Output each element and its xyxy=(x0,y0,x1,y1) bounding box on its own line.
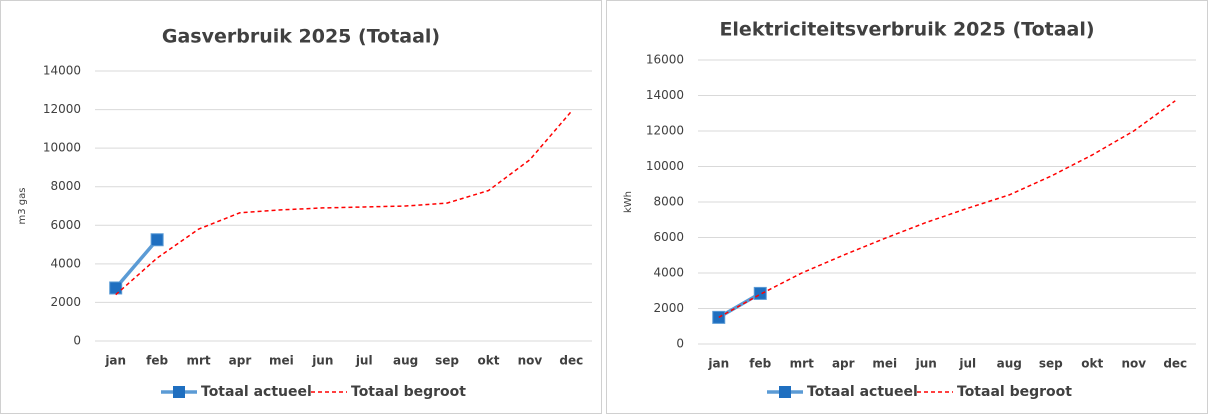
chart-title: Elektriciteitsverbruik 2025 (Totaal) xyxy=(719,19,1094,41)
legend-label: Totaal begroot xyxy=(957,384,1072,400)
x-tick-label: aug xyxy=(393,354,418,368)
y-tick-label: 12000 xyxy=(646,124,684,138)
x-tick-label: jul xyxy=(958,357,976,371)
x-tick-label: mrt xyxy=(186,354,210,368)
legend-label: Totaal begroot xyxy=(351,384,466,400)
x-tick-label: sep xyxy=(435,354,459,368)
x-tick-label: okt xyxy=(1081,357,1103,371)
x-tick-label: jun xyxy=(915,357,937,371)
series-line xyxy=(114,238,159,290)
y-tick-label: 4000 xyxy=(653,266,684,280)
marker xyxy=(753,286,767,300)
y-tick-label: 14000 xyxy=(646,88,684,102)
legend-marker xyxy=(779,386,791,398)
chart: Gasverbruik 2025 (Totaal) m3 gas 0 2000 4000… xyxy=(0,0,602,414)
x-tick-label: apr xyxy=(229,354,252,368)
legend: Totaal actueel Totaal begroot xyxy=(161,384,466,400)
y-axis-label: m3 gas xyxy=(17,188,28,225)
series-line xyxy=(718,100,1176,319)
y-tick-label: 8000 xyxy=(50,179,81,193)
x-tick-label: okt xyxy=(477,354,499,368)
y-tick-label: 8000 xyxy=(653,195,684,209)
chart: Elektriciteitsverbruik 2025 (Totaal) kWh 0… xyxy=(606,0,1208,414)
marker xyxy=(150,233,164,247)
x-tick-label: dec xyxy=(559,354,583,368)
legend: Totaal actueel Totaal begroot xyxy=(767,384,1072,400)
x-tick-label: jan xyxy=(707,357,729,371)
y-tick-label: 10000 xyxy=(43,141,81,155)
marker xyxy=(109,281,123,295)
legend-label: Totaal actueel xyxy=(201,384,312,400)
x-tick-label: nov xyxy=(1121,357,1146,371)
x-tick-label: jun xyxy=(311,354,333,368)
x-tick-label: jul xyxy=(355,354,373,368)
x-tick-label: jan xyxy=(104,354,126,368)
x-tick-label: dec xyxy=(1163,357,1187,371)
legend-label: Totaal actueel xyxy=(807,384,918,400)
x-tick-label: apr xyxy=(832,357,855,371)
y-tick-label: 0 xyxy=(676,337,684,351)
x-tick-label: nov xyxy=(518,354,543,368)
x-tick-label: sep xyxy=(1039,357,1063,371)
x-tick-label: mei xyxy=(269,354,294,368)
y-tick-label: 16000 xyxy=(646,53,684,67)
y-axis-label: kWh xyxy=(623,191,634,213)
y-tick-label: 2000 xyxy=(653,301,684,315)
chart-border xyxy=(0,0,602,414)
y-tick-label: 0 xyxy=(73,334,81,348)
x-tick-label: feb xyxy=(749,357,771,371)
legend-marker xyxy=(173,386,185,398)
chart-border xyxy=(606,0,1208,414)
x-tick-label: feb xyxy=(146,354,168,368)
x-tick-label: mrt xyxy=(790,357,814,371)
y-tick-label: 12000 xyxy=(43,102,81,116)
chart-title: Gasverbruik 2025 (Totaal) xyxy=(162,26,440,48)
series-line xyxy=(115,111,572,296)
x-tick-label: aug xyxy=(997,357,1022,371)
y-tick-label: 4000 xyxy=(50,256,81,270)
y-tick-label: 10000 xyxy=(646,159,684,173)
x-tick-label: mei xyxy=(872,357,897,371)
y-tick-label: 2000 xyxy=(50,295,81,309)
y-tick-label: 6000 xyxy=(653,230,684,244)
y-tick-label: 14000 xyxy=(43,64,81,78)
y-tick-label: 6000 xyxy=(50,218,81,232)
